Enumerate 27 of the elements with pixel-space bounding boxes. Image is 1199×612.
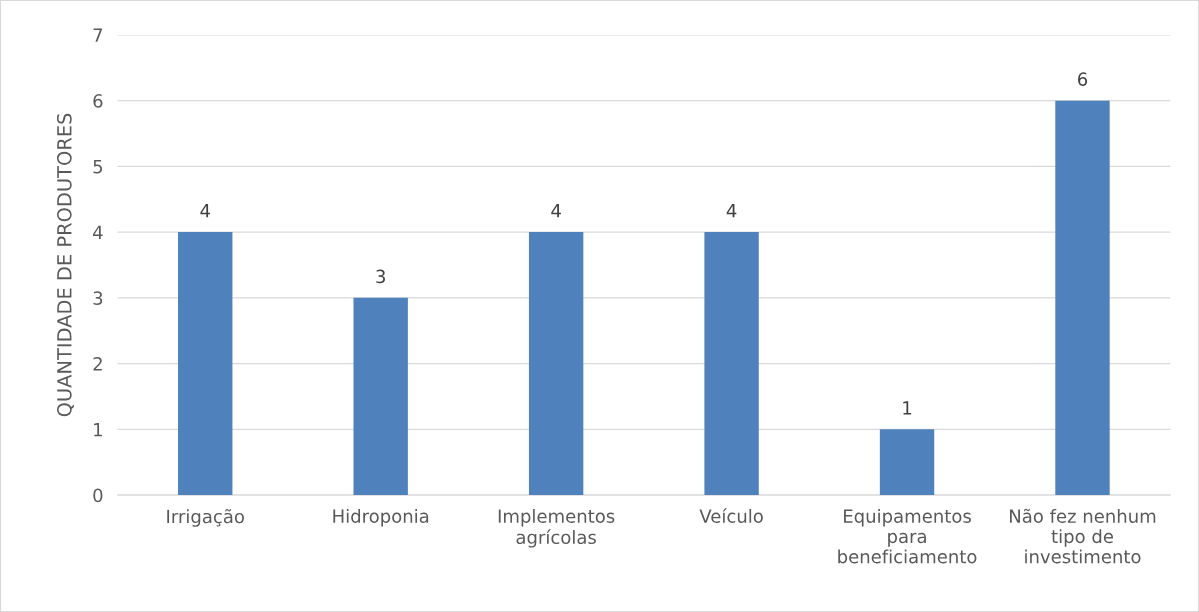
bar xyxy=(178,232,233,496)
y-tick-label: 7 xyxy=(93,28,103,42)
y-tick-label: 5 xyxy=(93,160,103,174)
y-tick-label: 1 xyxy=(94,423,102,437)
y-tick-label: 3 xyxy=(93,291,103,305)
data-label: 4 xyxy=(551,204,561,218)
y-axis-title: QUANTIDADE DE PRODUTORES xyxy=(56,113,74,417)
data-label: 6 xyxy=(1078,72,1088,87)
bar xyxy=(353,297,408,496)
data-label: 4 xyxy=(200,204,210,218)
bar xyxy=(528,232,584,496)
bar xyxy=(1055,100,1110,496)
x-tick-label: Implementos agrícolas xyxy=(498,509,615,548)
x-tick-label: Irrigação xyxy=(167,509,244,527)
x-tick-label: Equipamentos para beneficiamento xyxy=(838,509,977,564)
x-tick-label: Hidroponia xyxy=(333,509,429,527)
data-label: 3 xyxy=(376,269,385,284)
x-tick-label: Veículo xyxy=(699,508,763,523)
y-tick-label: 4 xyxy=(93,225,103,239)
x-tick-label: Não fez nenhum tipo de investimento xyxy=(1010,508,1156,564)
bar xyxy=(704,232,759,496)
data-label: 4 xyxy=(726,204,737,218)
data-label: 1 xyxy=(903,401,912,415)
y-tick-label: 6 xyxy=(93,94,103,108)
bar xyxy=(879,429,935,496)
y-tick-label: 0 xyxy=(93,488,103,503)
y-tick-label: 2 xyxy=(93,357,102,371)
